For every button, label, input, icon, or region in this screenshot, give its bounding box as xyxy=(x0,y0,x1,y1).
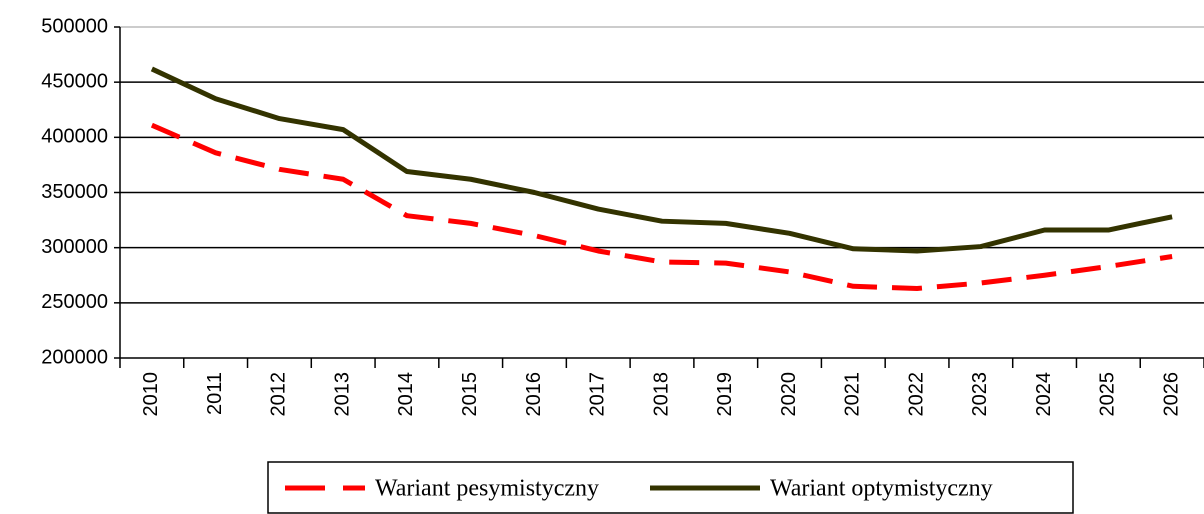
x-tick-label: 2016 xyxy=(523,372,545,417)
y-tick-label: 450000 xyxy=(41,70,108,92)
y-tick-label: 350000 xyxy=(41,181,108,203)
x-tick-label: 2014 xyxy=(395,372,417,417)
series-line xyxy=(150,122,1173,291)
x-tick-label: 2020 xyxy=(778,372,800,417)
x-tick-label: 2011 xyxy=(204,372,226,415)
y-tick-label: 400000 xyxy=(41,126,108,148)
x-tick-label: 2026 xyxy=(1160,372,1182,417)
x-tick-label: 2013 xyxy=(331,372,353,417)
x-tick-label: 2021 xyxy=(842,372,864,417)
x-tick-label: 2022 xyxy=(905,372,927,417)
y-tick-label: 250000 xyxy=(41,291,108,313)
x-tick-label: 2019 xyxy=(714,372,736,417)
x-tick-label: 2024 xyxy=(1033,372,1055,417)
x-tick-label: 2023 xyxy=(969,372,991,417)
legend-label: Wariant optymistyczny xyxy=(770,476,993,502)
series-line xyxy=(150,66,1173,254)
x-tick-label: 2025 xyxy=(1097,372,1119,417)
x-tick-label: 2015 xyxy=(459,372,481,417)
x-tick-label: 2018 xyxy=(650,372,672,417)
x-tick-label: 2012 xyxy=(268,372,290,417)
x-tick-label: 2010 xyxy=(140,372,162,417)
legend-label: Wariant pesymistyczny xyxy=(375,476,599,502)
x-tick-label: 2017 xyxy=(587,372,609,417)
y-tick-label: 200000 xyxy=(41,346,108,368)
y-tick-label: 300000 xyxy=(41,236,108,258)
y-tick-label: 500000 xyxy=(41,15,108,37)
